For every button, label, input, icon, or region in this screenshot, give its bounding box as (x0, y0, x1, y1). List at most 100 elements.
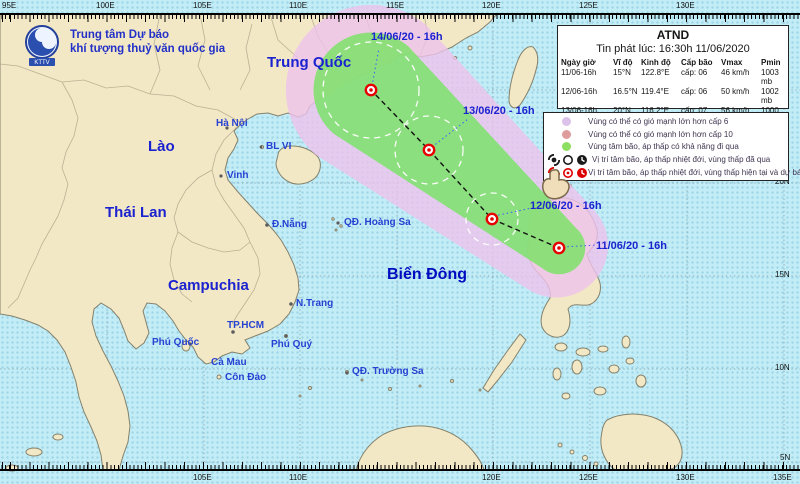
axis-label: 130E (676, 1, 695, 10)
city-label-camau: Cà Mau (211, 357, 247, 368)
country-label-thailand: Thái Lan (105, 204, 167, 221)
phu-quoc-island (181, 340, 191, 352)
wind-zone-cat6-icon (561, 116, 571, 126)
axis-label: 10N (775, 363, 790, 372)
taiwan-island (508, 46, 539, 109)
city-label-hcmc: TP.HCM (227, 320, 265, 331)
legend-label: Vùng có thể có gió mạnh lớn hơn cấp 6 (588, 116, 729, 126)
col-header: Cấp bão (681, 58, 713, 67)
country-label-china: Trung Quốc (267, 54, 352, 71)
axis-label: 105E (193, 473, 212, 482)
marker-current (552, 241, 566, 255)
top-axis (0, 13, 800, 15)
city-label-phuquoc: Phú Quốc (152, 337, 200, 348)
cone-zone-icon (561, 142, 571, 152)
axis-label: 20N (775, 177, 790, 186)
legend-item: Vị trí tâm bão, áp thấp nhiệt đới, vùng … (544, 166, 800, 179)
col-header: Kinh độ (641, 58, 671, 67)
position-markers (364, 83, 566, 255)
storm-title: ATND (656, 28, 690, 42)
city-label-hoangsa: QĐ. Hoàng Sa (344, 217, 411, 228)
cell-lon: 119.4°E (641, 86, 669, 96)
track-time-label: 13/06/20 - 16h (463, 105, 535, 117)
country-label-laos: Lào (148, 138, 175, 155)
legend-label: Vị trí tâm bão, áp thấp nhiệt đới, vùng … (592, 155, 771, 165)
legend-label: Vùng tâm bão, áp thấp có khả năng đi qua (588, 142, 739, 152)
marker-forecast-48h (422, 143, 436, 157)
cell-pmin: 1003 mb (761, 67, 779, 87)
city-label-hanoi: Hà Nội (216, 118, 248, 129)
legend-label: Vùng có thể có gió mạnh lớn hơn cấp 10 (588, 129, 733, 139)
wind-zone-cat10-icon (561, 129, 571, 139)
hainan-island (275, 145, 321, 185)
axis-label: 125E (579, 473, 598, 482)
city-label-danang: Đ.Nẵng (272, 219, 307, 230)
city-label-condao: Côn Đảo (225, 372, 267, 383)
legend-item: Vùng tâm bão, áp thấp có khả năng đi qua (544, 141, 788, 154)
cell-vmax: 56 km/h (721, 105, 750, 115)
cell-vmax: 50 km/h (721, 86, 750, 96)
axis-label: 95E (2, 1, 17, 10)
cell-cap: cấp: 07 (681, 105, 708, 115)
forecast-cone (285, 4, 609, 298)
cyclone-past-icon (548, 153, 560, 166)
axis-label: 100E (96, 1, 115, 10)
track-layer (188, 47, 597, 375)
bottom-axis-degree-ticks (0, 462, 800, 469)
low-past-icon (577, 154, 587, 165)
axis-label: 15N (775, 270, 790, 279)
agency-header: KTTV Trung tâm Dự báo khí tượng thuỷ văn… (22, 24, 225, 66)
top-axis-degree-ticks (0, 15, 800, 22)
cell-time: 12/06-16h (561, 86, 598, 96)
city-label-truongsa: QĐ. Trường Sa (352, 366, 424, 377)
legend-item: Vùng có thể có gió mạnh lớn hơn cấp 6 (544, 115, 788, 128)
city-label-nhatrang: N.Trang (296, 298, 334, 309)
low-forecast-icon (577, 167, 587, 178)
cell-pmin: 1002 mb (761, 86, 779, 106)
svg-text:KTTV: KTTV (34, 60, 49, 66)
cell-lat: 16.5°N (613, 86, 638, 96)
country-label-cambodia: Campuchia (168, 277, 249, 294)
agency-logo-icon: KTTV (25, 25, 59, 66)
axis-label: 110E (289, 473, 308, 482)
track-time-label: 12/06/20 - 16h (530, 200, 602, 212)
palawan-island (482, 333, 527, 393)
track-line (370, 89, 560, 249)
col-header: Ngày giờ (561, 58, 596, 67)
legend-item: Vị trí tâm bão, áp thấp nhiệt đới, vùng … (544, 153, 788, 166)
depression-past-icon (563, 154, 573, 165)
city-label-blv: BL VI (266, 141, 292, 152)
depression-forecast-icon (563, 167, 573, 178)
marker-forecast-24h (485, 212, 499, 226)
cell-time: 13/06-16h (561, 105, 598, 115)
borneo-island (355, 425, 485, 471)
track-time-label: 14/06/20 - 16h (371, 31, 443, 43)
city-label-phuquy: Phú Quý (271, 339, 313, 350)
map-legend: Vùng có thể có gió mạnh lớn hơn cấp 6 Vù… (543, 112, 800, 181)
cell-lon: 116.2°E (641, 105, 669, 115)
legend-label: Vị trí tâm bão, áp thấp nhiệt đới, vùng … (588, 168, 800, 178)
axis-label: 5N (780, 453, 791, 462)
track-time-label: 11/06/20 - 16h (596, 240, 667, 252)
axis-label: 120E (482, 473, 501, 482)
cell-vmax: 46 km/h (721, 67, 750, 77)
axis-label: 125E (579, 1, 598, 10)
sea-label-east-sea: Biển Đông (387, 266, 467, 283)
issue-time: Tin phát lúc: 16:30h 11/06/2020 (596, 43, 750, 55)
agency-name-line1: Trung tâm Dự báo (70, 29, 170, 41)
cell-cap: cấp: 06 (681, 86, 708, 96)
uncertainty-circles (322, 41, 519, 246)
col-header: Pmin (761, 58, 781, 67)
col-header: Vmax (721, 58, 743, 67)
cell-lat: 15°N (613, 67, 631, 77)
label-connectors (371, 47, 597, 248)
marker-forecast-72h (364, 83, 378, 97)
axis-label: 120E (482, 1, 501, 10)
hand-cursor (542, 169, 570, 200)
axis-label: 130E (676, 473, 695, 482)
cell-lat: 20°N (613, 105, 631, 115)
cell-lon: 122.8°E (641, 67, 670, 77)
legend-item: Vùng có thể có gió mạnh lớn hơn cấp 10 (544, 128, 788, 141)
